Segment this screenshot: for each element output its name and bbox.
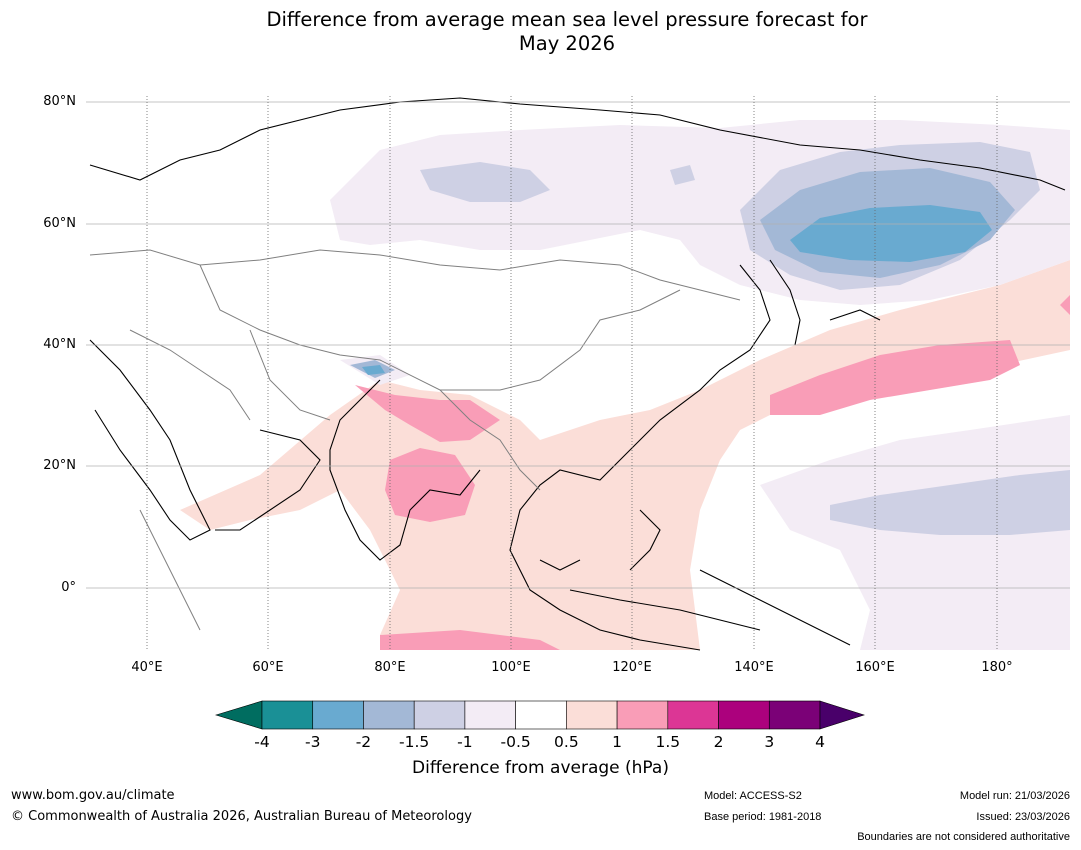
colorbar-tick-label: 0.5 (554, 733, 579, 751)
footer-model-run: Model run: 21/03/2026 (959, 790, 1070, 802)
colorbar-tick-label: 1 (612, 733, 623, 751)
footer-issued: Issued: 23/03/2026 (976, 811, 1070, 823)
colorbar-tick-label: -1 (457, 733, 473, 751)
colorbar-tick-label: -0.5 (500, 733, 531, 751)
map-panel: 80°N 60°N 40°N 20°N 0° 40°E 60°E 80°E 10… (0, 90, 1081, 675)
colorbar-bin (363, 700, 415, 730)
colorbar-bin (768, 700, 821, 730)
lon-label-100e: 100°E (491, 660, 531, 675)
lat-label-40n: 40°N (43, 337, 76, 352)
footer-base-period: Base period: 1981-2018 (704, 811, 822, 823)
footer-website[interactable]: www.bom.gov.au/climate (11, 788, 175, 803)
colorbar-tick-label: -1.5 (399, 733, 430, 751)
lon-label-160e: 160°E (855, 660, 895, 675)
footer-disclaimer: Boundaries are not considered authoritat… (857, 831, 1070, 843)
lon-gridlines (146, 96, 998, 650)
colorbar-over-arrow (819, 700, 865, 730)
colorbar-bin (566, 700, 618, 730)
lat-label-20n: 20°N (43, 458, 76, 473)
colorbar-bin (413, 700, 466, 730)
colorbar-bin (312, 700, 364, 730)
colorbar-tick-label: 4 (815, 733, 825, 751)
title-line-1: Difference from average mean sea level p… (266, 8, 868, 31)
colorbar-bins (261, 700, 821, 730)
colorbar-bin (616, 700, 669, 730)
footer-copyright: © Commonwealth of Australia 2026, Austra… (11, 809, 472, 824)
anomaly-negative-strong (362, 205, 992, 375)
anomaly-positive-medium (355, 295, 1070, 650)
lat-label-80n: 80°N (43, 94, 76, 109)
colorbar-tick-label: -2 (355, 733, 372, 751)
footer-model: Model: ACCESS-S2 (704, 790, 802, 802)
lon-label-180: 180° (981, 660, 1013, 675)
colorbar-tick-label: 3 (764, 733, 775, 751)
colorbar-tick-label: -3 (304, 733, 321, 751)
colorbar-under-arrow (214, 700, 263, 730)
lon-label-40e: 40°E (131, 660, 163, 675)
lat-label-60n: 60°N (43, 216, 76, 231)
lon-label-120e: 120°E (612, 660, 652, 675)
chart-title: Difference from average mean sea level p… (0, 8, 1081, 56)
lon-label-140e: 140°E (734, 660, 774, 675)
title-line-2: May 2026 (518, 32, 616, 55)
colorbar (214, 700, 865, 730)
lon-label-80e: 80°E (374, 660, 406, 675)
colorbar-bin (515, 700, 567, 730)
country-borders (89, 249, 741, 631)
map-canvas (86, 96, 1070, 651)
colorbar-tick-label: 2 (713, 733, 724, 751)
colorbar-bin (261, 700, 314, 730)
lon-label-60e: 60°E (252, 660, 284, 675)
coastlines (89, 97, 1066, 651)
colorbar-tick-label: 1.5 (655, 733, 681, 751)
colorbar-tick-label: -4 (254, 733, 270, 751)
colorbar-bin (667, 700, 719, 730)
lat-label-0: 0° (61, 580, 76, 595)
lat-gridlines (86, 101, 1070, 589)
colorbar-bin (464, 700, 516, 730)
colorbar-bin (718, 700, 770, 730)
colorbar-title: Difference from average (hPa) (412, 758, 669, 778)
